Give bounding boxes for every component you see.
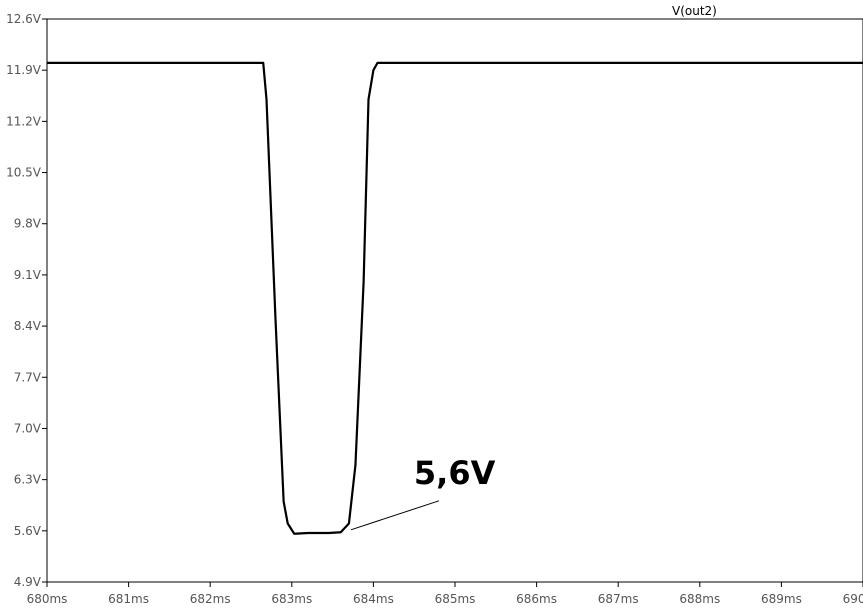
y-tick-label: 7.7V bbox=[14, 370, 42, 384]
y-tick-label: 12.6V bbox=[6, 12, 42, 26]
x-tick-label: 684ms bbox=[353, 592, 394, 606]
x-tick-label: 680ms bbox=[27, 592, 68, 606]
x-tick-label: 683ms bbox=[271, 592, 312, 606]
y-tick-label: 10.5V bbox=[6, 166, 42, 180]
y-tick-label: 9.1V bbox=[14, 268, 42, 282]
y-tick-label: 11.2V bbox=[6, 114, 42, 128]
x-tick-label: 682ms bbox=[190, 592, 231, 606]
annotation-layer: 5,6V bbox=[350, 454, 496, 531]
x-tick-label: 690ms bbox=[843, 592, 863, 606]
y-tick-label: 9.8V bbox=[14, 217, 42, 231]
x-tick-label: 687ms bbox=[598, 592, 639, 606]
y-tick-label: 8.4V bbox=[14, 319, 42, 333]
x-axis: 680ms 681ms 682ms 683ms 684ms 685ms 686ms 687ms… bbox=[27, 582, 863, 606]
series-line-0 bbox=[47, 61, 863, 535]
series-layer bbox=[47, 61, 863, 535]
y-tick-label: 4.9V bbox=[14, 575, 42, 589]
x-tick-label: 685ms bbox=[435, 592, 476, 606]
annotation-leader-line bbox=[350, 500, 440, 531]
plot-area bbox=[46, 18, 863, 583]
x-tick-label: 688ms bbox=[679, 592, 720, 606]
y-tick-label: 6.3V bbox=[14, 473, 42, 487]
x-tick-label: 689ms bbox=[761, 592, 802, 606]
series-label-vout2: V(out2) bbox=[672, 4, 717, 18]
annotation-label: 5,6V bbox=[414, 454, 496, 492]
y-axis: 4.9V 5.6V 6.3V 7.0V 7.7V 8.4V 9.1V 9.8V 10.5V 11.… bbox=[6, 12, 47, 589]
y-tick-label: 5.6V bbox=[14, 524, 42, 538]
x-tick-label: 686ms bbox=[516, 592, 557, 606]
y-tick-label: 11.9V bbox=[6, 63, 42, 77]
x-tick-label: 681ms bbox=[108, 592, 149, 606]
y-tick-label: 7.0V bbox=[14, 421, 42, 435]
